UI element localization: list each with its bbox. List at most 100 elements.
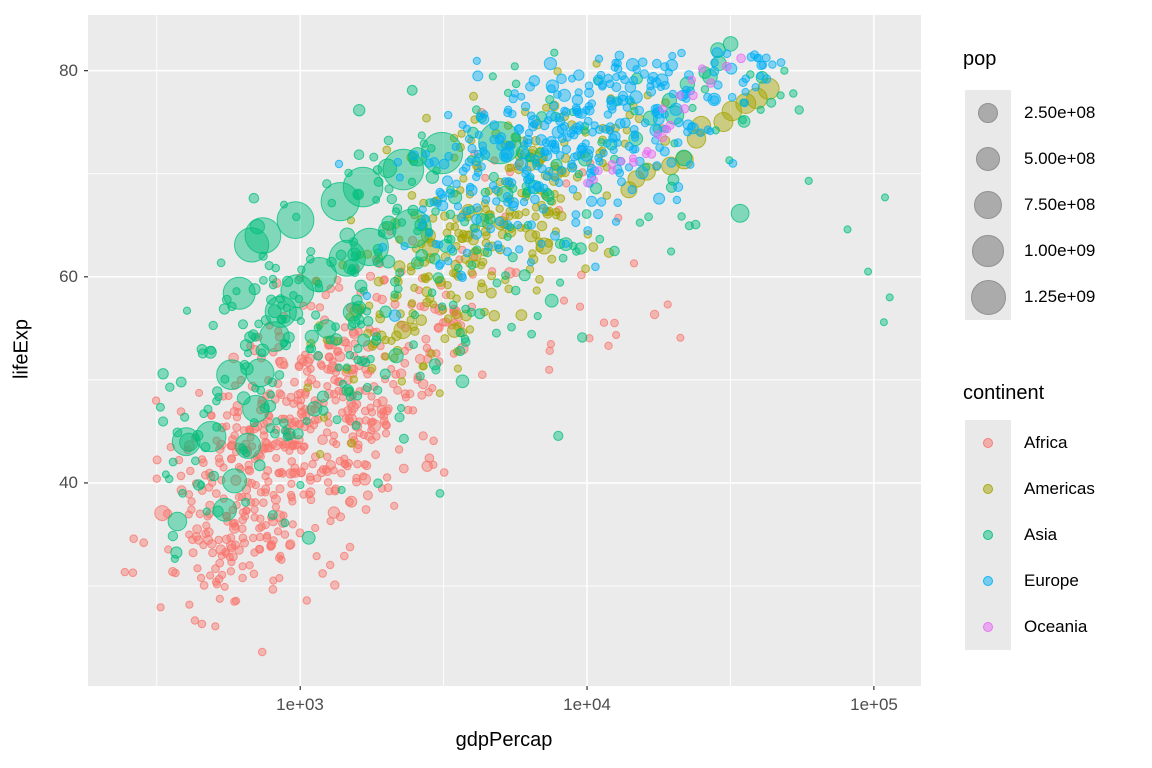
size-legend-row: 1.25e+09 (965, 274, 1095, 320)
data-point (250, 505, 259, 514)
data-point (422, 113, 431, 123)
data-point (242, 394, 270, 423)
data-point (297, 407, 306, 416)
size-legend-row: 2.50e+08 (965, 90, 1095, 136)
data-point (152, 474, 162, 483)
data-point (151, 396, 161, 405)
data-point (446, 244, 456, 254)
data-point (595, 157, 604, 166)
data-point (584, 81, 594, 90)
data-point (329, 431, 339, 440)
data-point (545, 346, 554, 355)
data-point (417, 390, 427, 400)
data-point (301, 390, 310, 399)
color-legend-row: Asia (965, 512, 1095, 558)
data-point (350, 251, 360, 261)
data-point (395, 173, 404, 182)
data-point (547, 254, 557, 264)
data-point (602, 139, 612, 148)
minor-gridlines (88, 15, 921, 686)
data-point (230, 474, 242, 486)
data-point (390, 290, 399, 299)
data-point (308, 459, 317, 469)
data-point (394, 445, 404, 454)
data-point (557, 133, 567, 143)
data-point (603, 73, 613, 84)
data-point (458, 245, 467, 254)
data-point (593, 166, 603, 176)
data-point (368, 417, 377, 426)
data-point (351, 420, 361, 430)
data-point (354, 327, 363, 336)
data-point (367, 426, 376, 435)
data-point (501, 275, 510, 285)
data-point (238, 562, 247, 571)
data-point (201, 470, 210, 480)
data-point (611, 82, 622, 93)
data-point (382, 421, 391, 430)
data-point (524, 229, 538, 243)
data-point (329, 437, 338, 446)
color-legend-row: Oceania (965, 604, 1095, 650)
data-point (504, 284, 514, 294)
data-point (417, 221, 427, 230)
data-point (341, 460, 350, 469)
data-point (195, 388, 204, 397)
data-point (487, 271, 497, 281)
data-point (535, 275, 544, 284)
data-point (478, 370, 487, 380)
data-point (416, 302, 425, 311)
data-point (658, 104, 667, 114)
data-point (246, 433, 255, 442)
data-point (421, 150, 430, 159)
data-point (302, 596, 311, 605)
data-point (323, 467, 332, 477)
data-point (613, 198, 623, 207)
data-point (879, 318, 888, 327)
data-point (197, 348, 208, 359)
data-point (421, 214, 430, 224)
data-point (574, 169, 583, 179)
size-legend-label: 1.25e+09 (1024, 287, 1096, 306)
data-point (407, 177, 417, 187)
data-point (438, 305, 448, 315)
data-point (255, 532, 265, 542)
data-point (628, 154, 638, 163)
data-point (276, 201, 315, 240)
color-key-circle-oceania (983, 622, 993, 632)
data-point (443, 281, 452, 290)
data-point (741, 87, 750, 96)
data-point (629, 124, 639, 134)
data-point (185, 600, 194, 609)
size-legend-row: 1.00e+09 (965, 228, 1095, 274)
data-point (673, 117, 684, 128)
data-point (595, 234, 605, 244)
data-point (652, 58, 662, 69)
data-point (372, 195, 381, 204)
data-point (577, 270, 586, 280)
data-point (251, 481, 260, 490)
data-point (492, 197, 501, 206)
data-point (727, 92, 737, 102)
data-point (588, 242, 599, 252)
data-point (541, 138, 551, 147)
data-point (317, 434, 328, 446)
data-point (241, 497, 251, 507)
data-point (365, 271, 376, 281)
data-point (254, 319, 264, 329)
data-point (593, 209, 604, 220)
data-point (212, 436, 221, 445)
data-point (458, 166, 468, 176)
data-point (543, 57, 558, 71)
data-point (555, 151, 565, 160)
data-point (687, 75, 696, 85)
data-point (634, 105, 645, 116)
data-point (501, 271, 510, 280)
data-point (251, 498, 260, 507)
data-point (343, 386, 354, 396)
data-point (326, 517, 335, 526)
data-point (472, 105, 481, 115)
data-point (679, 76, 696, 92)
data-point (506, 163, 515, 172)
